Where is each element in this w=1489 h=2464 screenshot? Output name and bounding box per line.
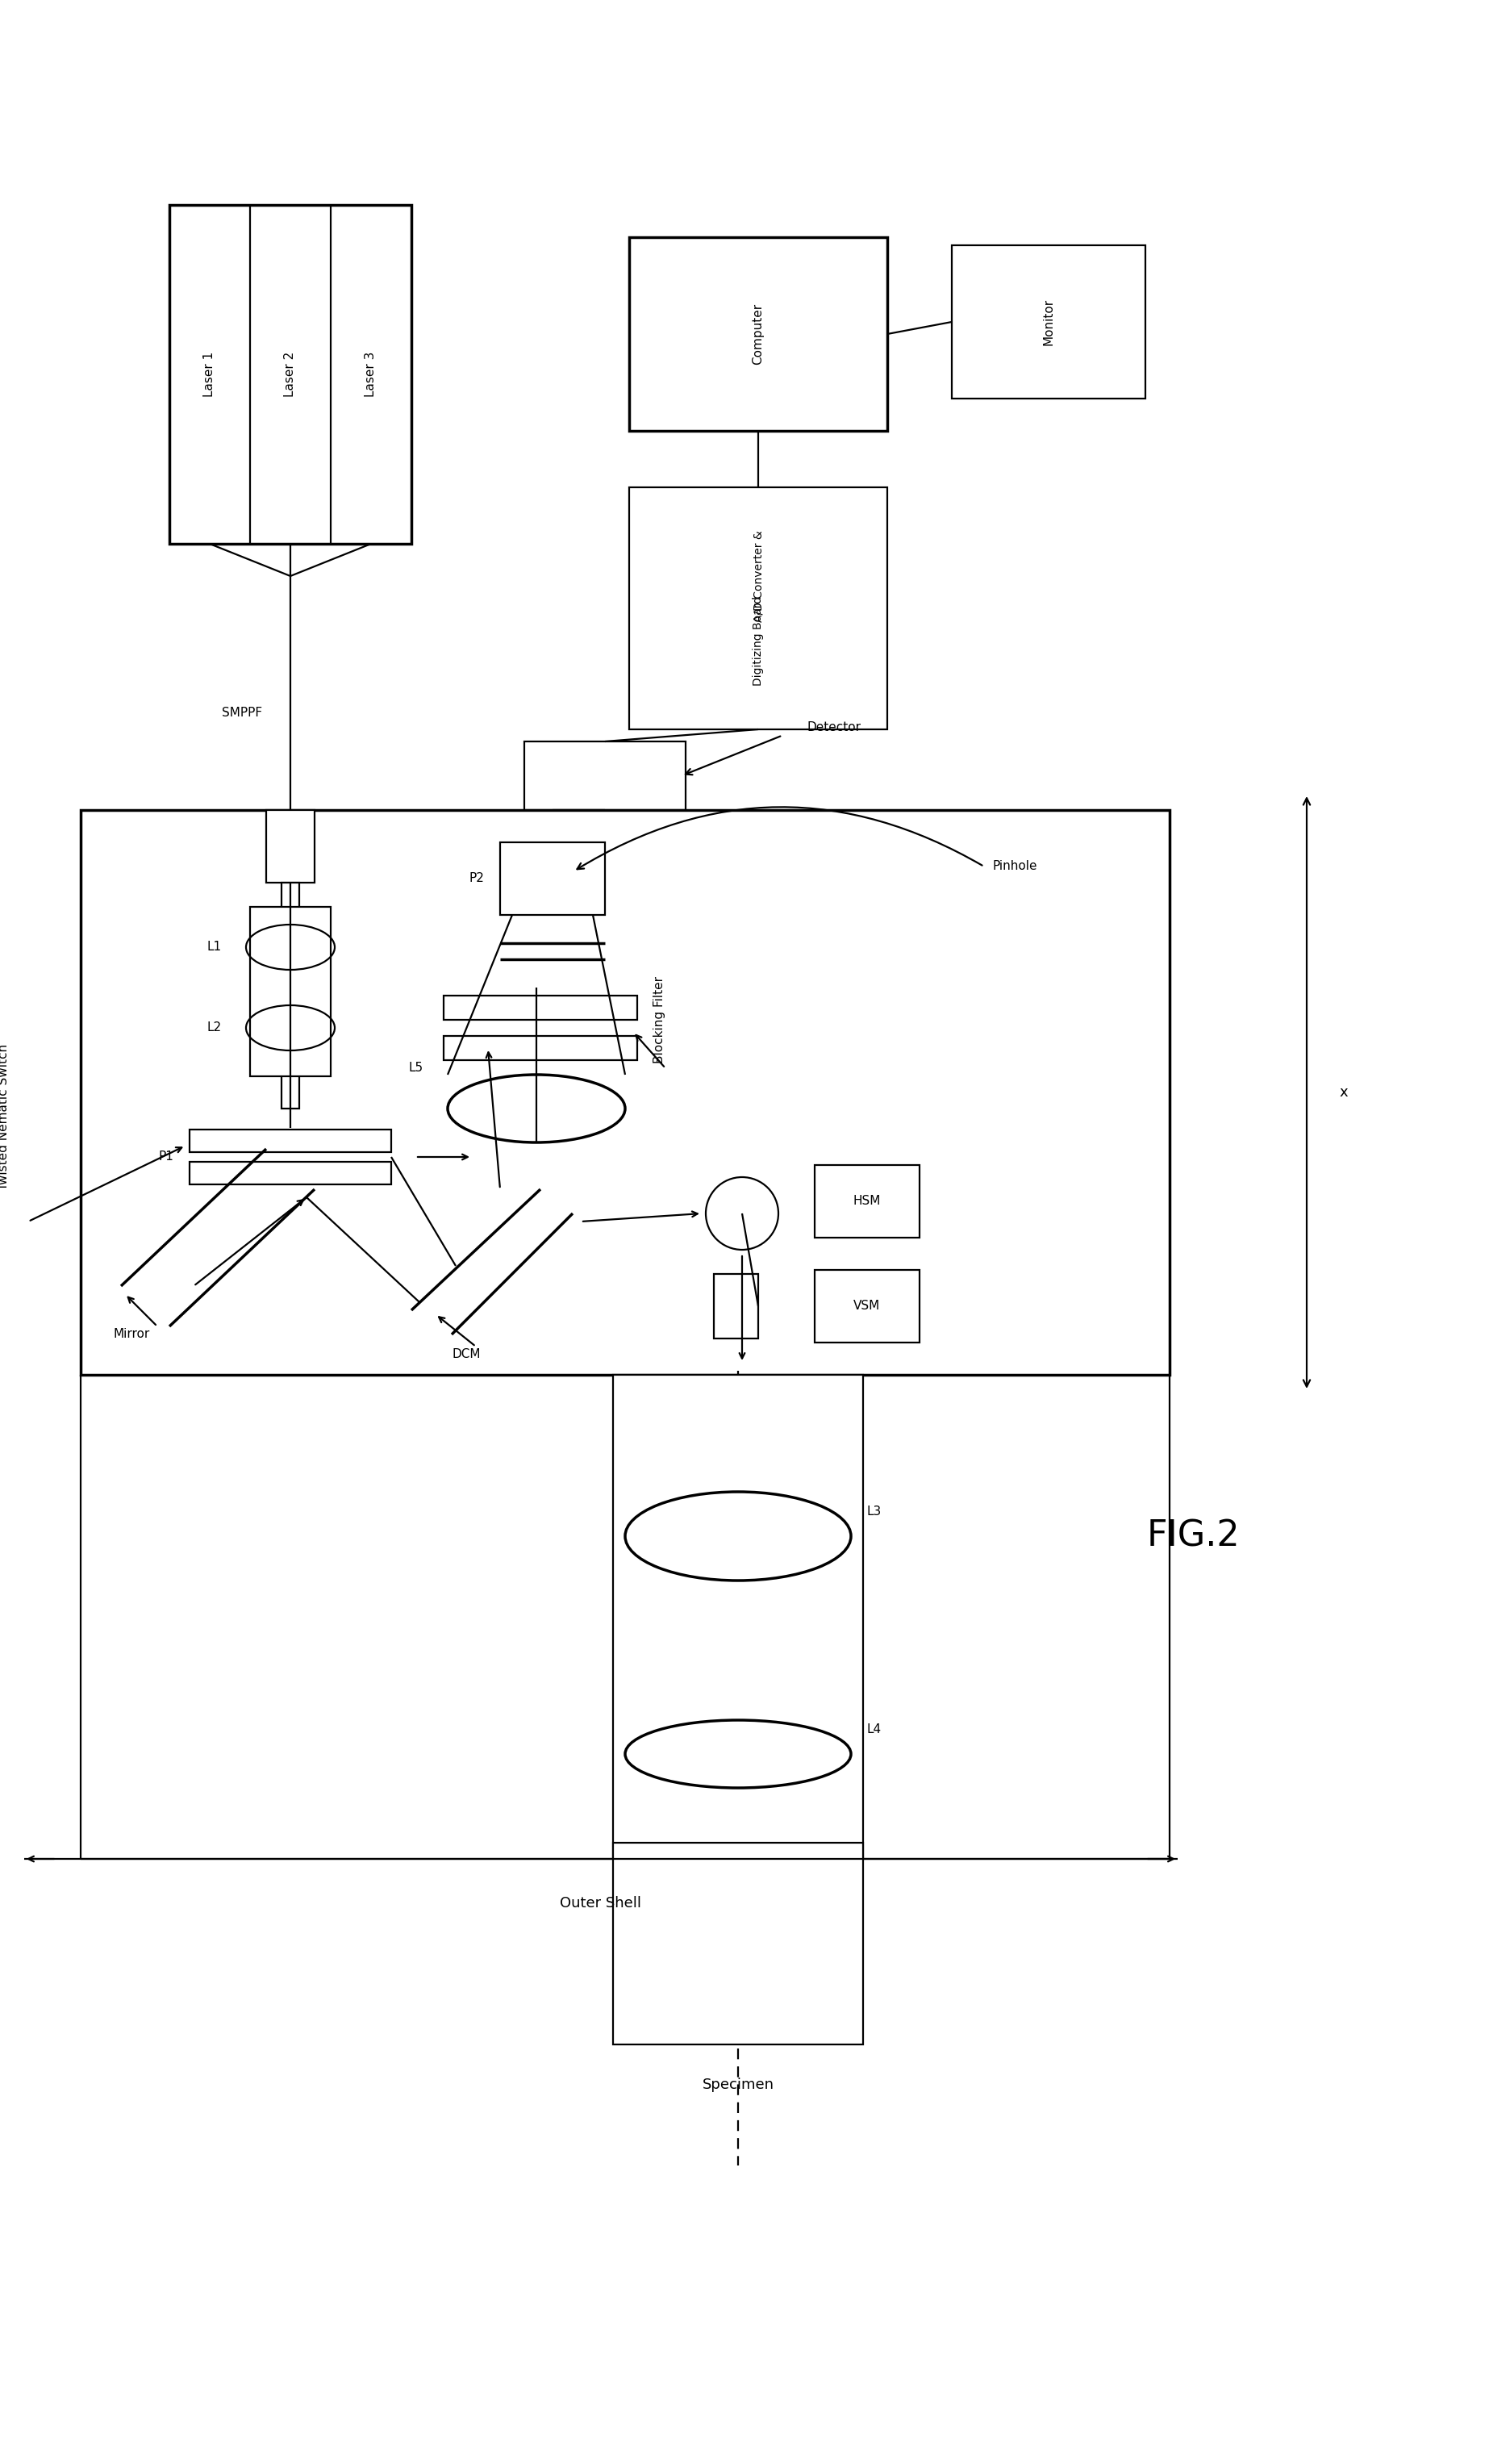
Bar <box>281 882 299 1109</box>
Text: L2: L2 <box>207 1023 222 1035</box>
Bar <box>189 1129 392 1153</box>
Bar <box>630 237 887 431</box>
Bar <box>189 1163 392 1185</box>
Bar <box>250 907 331 1077</box>
Text: Twisted Nematic Switch: Twisted Nematic Switch <box>0 1045 10 1190</box>
Text: L3: L3 <box>867 1506 881 1518</box>
Text: L1: L1 <box>207 941 222 954</box>
Text: Specimen: Specimen <box>703 2077 774 2092</box>
Text: DCM: DCM <box>451 1348 481 1360</box>
Text: Computer: Computer <box>752 303 764 365</box>
Text: A/D Converter &: A/D Converter & <box>752 530 764 621</box>
Text: Monitor: Monitor <box>1042 298 1054 345</box>
Text: Laser 1: Laser 1 <box>204 352 216 397</box>
Text: x: x <box>1339 1084 1348 1099</box>
Text: HSM: HSM <box>853 1195 881 1207</box>
Text: Detector: Detector <box>807 722 861 734</box>
Bar <box>80 811 1169 1375</box>
Bar <box>613 1375 864 1858</box>
Text: Blocking Filter: Blocking Filter <box>654 976 666 1064</box>
Text: Laser 3: Laser 3 <box>365 352 377 397</box>
Bar <box>630 488 887 729</box>
Text: P1: P1 <box>158 1151 173 1163</box>
Text: Pinhole: Pinhole <box>992 860 1036 872</box>
Text: L4: L4 <box>867 1725 881 1735</box>
Text: Laser 2: Laser 2 <box>284 352 296 397</box>
Bar <box>500 843 605 914</box>
Bar <box>444 995 637 1020</box>
Text: Mirror: Mirror <box>113 1328 149 1340</box>
Bar <box>613 1843 864 2045</box>
Text: SMPPF: SMPPF <box>222 707 262 719</box>
Bar <box>267 811 314 882</box>
Bar <box>524 742 685 811</box>
Text: Digitizing Board: Digitizing Board <box>752 596 764 685</box>
Text: P2: P2 <box>469 872 484 885</box>
Bar <box>814 1269 920 1343</box>
Text: FIG.2: FIG.2 <box>1147 1518 1240 1552</box>
Bar <box>444 1035 637 1060</box>
Bar <box>814 1165 920 1237</box>
Text: L5: L5 <box>409 1062 423 1074</box>
Bar <box>713 1274 758 1338</box>
Bar <box>951 246 1145 399</box>
Bar <box>170 205 411 545</box>
Text: Outer Shell: Outer Shell <box>560 1895 642 1910</box>
Text: VSM: VSM <box>853 1301 880 1313</box>
